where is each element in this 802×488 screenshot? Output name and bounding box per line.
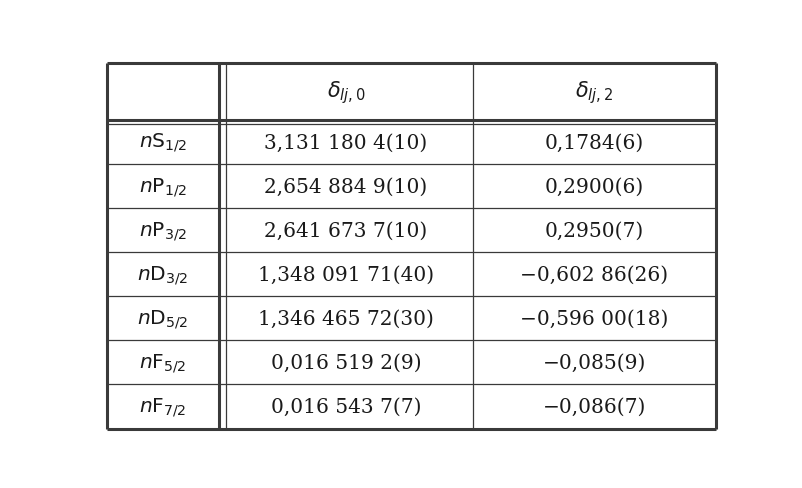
Text: 1,348 091 71(40): 1,348 091 71(40): [257, 265, 434, 284]
Text: $n\mathrm{F}_{5/2}$: $n\mathrm{F}_{5/2}$: [140, 351, 186, 374]
Text: 2,641 673 7(10): 2,641 673 7(10): [264, 221, 427, 240]
Text: 0,016 543 7(7): 0,016 543 7(7): [270, 397, 421, 416]
Text: $n\mathrm{P}_{3/2}$: $n\mathrm{P}_{3/2}$: [139, 219, 187, 242]
Text: −0,085(9): −0,085(9): [542, 353, 646, 372]
Text: 2,654 884 9(10): 2,654 884 9(10): [264, 177, 427, 196]
Text: $\delta_{lj,0}$: $\delta_{lj,0}$: [326, 79, 365, 106]
Text: $n\mathrm{D}_{5/2}$: $n\mathrm{D}_{5/2}$: [137, 307, 188, 330]
Text: 0,2900(6): 0,2900(6): [545, 177, 643, 196]
Text: $\delta_{lj,2}$: $\delta_{lj,2}$: [575, 79, 613, 106]
Text: $n\mathrm{P}_{1/2}$: $n\mathrm{P}_{1/2}$: [139, 175, 187, 198]
Text: $n\mathrm{S}_{1/2}$: $n\mathrm{S}_{1/2}$: [139, 131, 187, 154]
Text: −0,602 86(26): −0,602 86(26): [520, 265, 668, 284]
Text: $n\mathrm{F}_{7/2}$: $n\mathrm{F}_{7/2}$: [140, 395, 186, 418]
Text: 0,016 519 2(9): 0,016 519 2(9): [270, 353, 421, 372]
Text: −0,596 00(18): −0,596 00(18): [520, 309, 668, 328]
Text: 0,1784(6): 0,1784(6): [545, 133, 643, 152]
Text: 3,131 180 4(10): 3,131 180 4(10): [264, 133, 427, 152]
Text: −0,086(7): −0,086(7): [542, 397, 646, 416]
Text: $n\mathrm{D}_{3/2}$: $n\mathrm{D}_{3/2}$: [137, 263, 188, 286]
Text: 0,2950(7): 0,2950(7): [545, 221, 643, 240]
Text: 1,346 465 72(30): 1,346 465 72(30): [257, 309, 433, 328]
